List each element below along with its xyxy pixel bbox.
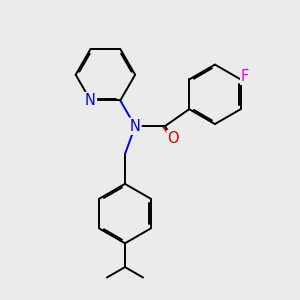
Text: F: F [241,69,249,84]
Text: N: N [85,93,96,108]
Text: N: N [130,119,141,134]
Text: O: O [168,131,179,146]
